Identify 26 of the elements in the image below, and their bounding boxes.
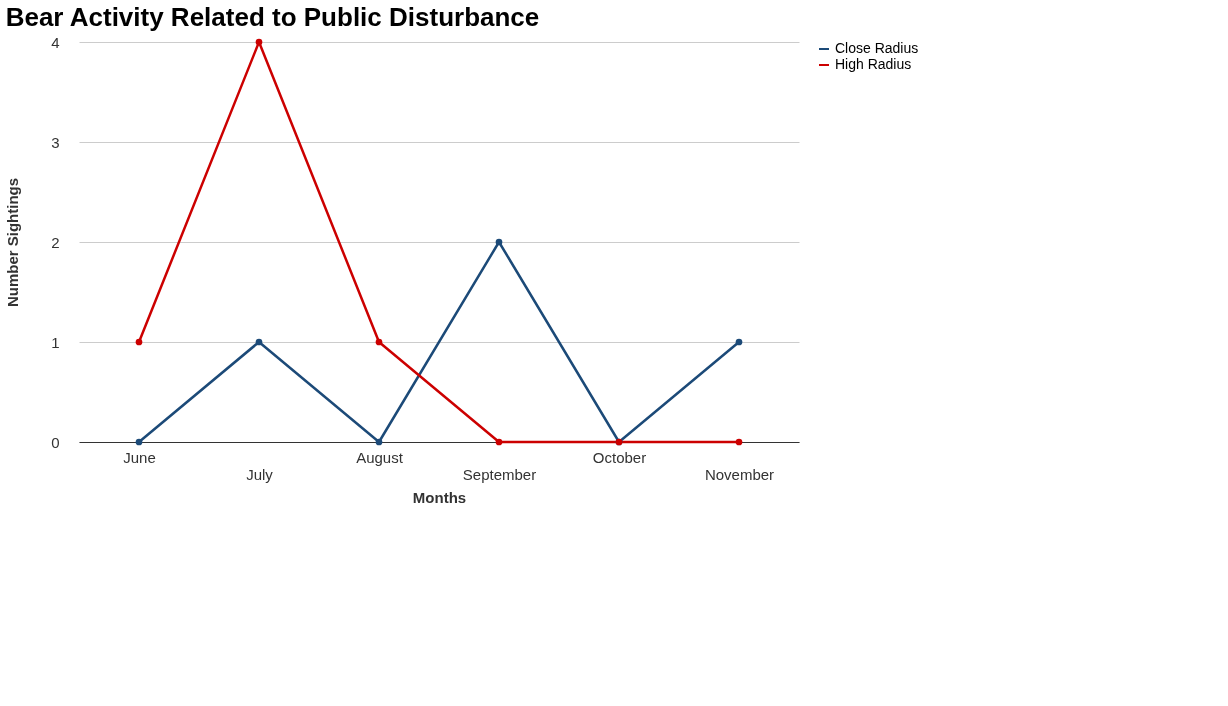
point bbox=[135, 338, 143, 346]
x-axis-title: Months bbox=[412, 488, 467, 506]
point bbox=[735, 338, 743, 346]
y-axis-title: Number Sightings bbox=[4, 177, 22, 308]
x-tick-label: June bbox=[123, 448, 156, 466]
point bbox=[495, 438, 503, 446]
x-tick-label: October bbox=[592, 448, 647, 466]
point bbox=[255, 38, 263, 46]
legend-label: Close Radius bbox=[835, 40, 919, 56]
x-tick-label: September bbox=[462, 465, 537, 483]
x-tick-label: July bbox=[246, 465, 274, 483]
legend-label: High Radius bbox=[835, 56, 912, 72]
point bbox=[135, 438, 143, 446]
point bbox=[375, 338, 383, 346]
y-tick-label: 0 bbox=[51, 433, 60, 451]
x-tick-label: August bbox=[356, 448, 404, 466]
point bbox=[495, 238, 503, 246]
point bbox=[735, 438, 743, 446]
x-tick-label: November bbox=[704, 465, 775, 483]
chart-title: Bear Activity Related to Public Disturbance bbox=[5, 2, 540, 32]
point bbox=[375, 438, 383, 446]
y-tick-label: 4 bbox=[51, 33, 60, 51]
y-tick-label: 1 bbox=[51, 333, 60, 351]
point bbox=[255, 338, 263, 346]
y-tick-label: 2 bbox=[51, 233, 60, 251]
y-tick-label: 3 bbox=[51, 133, 60, 151]
